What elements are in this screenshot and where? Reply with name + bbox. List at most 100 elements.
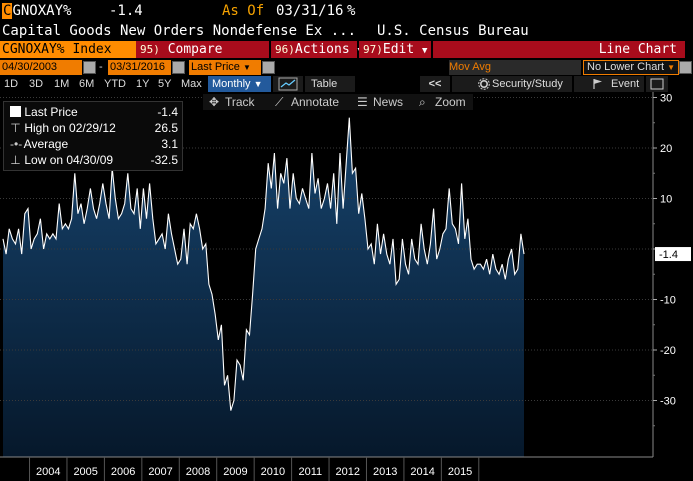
data-source: U.S. Census Bureau	[377, 23, 529, 39]
field-label: Last Price	[191, 61, 240, 73]
ticker-rest: GNOXAY%	[12, 3, 72, 19]
annotate-icon: ⟋	[275, 95, 284, 109]
last-value: -1.4	[109, 3, 143, 19]
end-date-field[interactable]: 03/31/2016	[108, 60, 171, 75]
event-button[interactable]: Event	[574, 76, 644, 92]
expand-icon	[650, 78, 664, 90]
lower-chart-grid-icon[interactable]	[679, 61, 692, 74]
x-tick-label: 2008	[186, 466, 210, 478]
compare-label: Compare	[167, 42, 223, 57]
back-button[interactable]: <<	[420, 76, 450, 92]
calendar-icon-end[interactable]	[172, 61, 185, 74]
period-1d[interactable]: 1D	[4, 78, 19, 90]
cursor-block: C	[2, 3, 13, 19]
y-tick-label: 20	[660, 143, 672, 155]
calendar-icon-start[interactable]	[83, 61, 96, 74]
event-label: Event	[611, 78, 640, 90]
actions-button[interactable]: 96)Actions ▼	[271, 41, 363, 58]
series-line	[2, 117, 525, 411]
edit-button[interactable]: 97)Edit ▼	[359, 41, 431, 58]
study-selector[interactable]: Mov Avg	[449, 60, 581, 75]
edit-number: 97)	[363, 43, 383, 56]
track-tool[interactable]: Track	[225, 95, 255, 109]
frequency-label: Monthly	[212, 78, 251, 90]
date-separator: -	[99, 61, 103, 73]
chart-legend[interactable]: Last Price -1.4 ⊤ High on 02/29/12 26.5 …	[3, 101, 183, 171]
legend-high-value: 26.5	[154, 121, 178, 135]
line-chart-icon	[278, 77, 298, 91]
high-marker-icon: ⊤	[10, 121, 21, 135]
chart-tools: ✥ Track ⟋ Annotate ☰ News ⌕ Zoom	[203, 94, 473, 110]
period-ytd[interactable]: YTD	[104, 78, 126, 90]
security-description: Capital Goods New Orders Nondefense Ex .…	[2, 23, 357, 39]
last-value-marker	[655, 247, 691, 262]
index-field[interactable]: CGNOXAY% Index	[0, 41, 136, 58]
chart-type-button[interactable]: Line Chart	[433, 41, 685, 58]
news-tool[interactable]: News	[373, 95, 404, 109]
event-flag-icon	[593, 79, 602, 89]
x-tick-label: 2005	[73, 466, 97, 478]
x-tick-label: 2007	[148, 466, 172, 478]
frequency-selector[interactable]: Monthly ▼	[208, 76, 271, 92]
period-bar: 1D 3D 1M 6M YTD 1Y 5Y Max Monthly ▼ Tabl…	[0, 76, 693, 92]
y-tick-label: -30	[660, 396, 676, 408]
x-tick-label: 2013	[373, 466, 397, 478]
percent-unit: %	[347, 3, 356, 19]
last-value-label: -1.4	[659, 249, 678, 261]
security-header: CGNOXAY% -1.4 As Of 03/31/16 %	[0, 0, 693, 22]
legend-high: ⊤ High on 02/29/12 26.5	[10, 120, 182, 136]
table-button[interactable]: Table	[305, 76, 355, 92]
period-1y[interactable]: 1Y	[136, 78, 150, 90]
expand-button[interactable]	[646, 76, 668, 92]
ticker-field[interactable]: CGNOXAY%	[2, 0, 71, 22]
period-max[interactable]: Max	[181, 78, 202, 90]
track-icon: ✥	[209, 95, 220, 109]
lower-chart-selector[interactable]: No Lower Chart ▼	[583, 60, 679, 75]
average-marker-icon: -•-	[10, 137, 23, 151]
chart-toolbar: CGNOXAY% Index 95) Compare 96)Actions ▼ …	[0, 41, 693, 58]
security-study-button[interactable]: Security/Study	[452, 76, 572, 92]
period-3d[interactable]: 3D	[29, 78, 44, 90]
series-area	[3, 117, 524, 457]
edit-dropdown-icon: ▼	[422, 46, 428, 56]
x-tick-label: 2015	[448, 466, 472, 478]
field-selector[interactable]: Last Price ▼	[189, 60, 261, 75]
x-tick-label: 2006	[111, 466, 135, 478]
period-1m[interactable]: 1M	[54, 78, 70, 90]
legend-last-price-value: -1.4	[157, 105, 178, 119]
last-price-swatch	[10, 106, 21, 117]
lower-chart-dropdown-icon: ▼	[667, 63, 676, 72]
x-tick-label: 2010	[261, 466, 285, 478]
x-tick-label: 2004	[36, 466, 60, 478]
period-5y[interactable]: 5Y	[158, 78, 172, 90]
line-chart-toggle[interactable]	[273, 76, 303, 92]
legend-low-value: -32.5	[150, 153, 178, 167]
actions-label: Actions	[294, 42, 350, 57]
study-label: Mov Avg	[449, 61, 491, 73]
y-tick-label: 10	[660, 194, 672, 206]
zoom-icon: ⌕	[419, 95, 426, 109]
x-tick-label: 2011	[298, 466, 322, 478]
y-tick-label: -10	[660, 295, 676, 307]
news-icon: ☰	[357, 95, 368, 109]
description-line: Capital Goods New Orders Nondefense Ex .…	[0, 22, 693, 40]
y-axis-panel	[653, 92, 693, 481]
legend-low-label: Low on 04/30/09	[24, 153, 114, 167]
period-6m[interactable]: 6M	[79, 78, 95, 90]
field-grid-icon[interactable]	[262, 61, 275, 74]
y-tick-label: 30	[660, 93, 672, 105]
x-tick-label: 2014	[410, 466, 434, 478]
legend-last-price-label: Last Price	[24, 105, 78, 119]
start-date-field[interactable]: 04/30/2003	[0, 60, 82, 75]
compare-number: 95)	[140, 43, 160, 56]
as-of-date: 03/31/16	[276, 3, 344, 19]
legend-average-value: 3.1	[161, 137, 178, 151]
legend-average: -•- Average 3.1	[10, 136, 182, 152]
actions-number: 96)	[275, 43, 295, 56]
legend-low: ⊥ Low on 04/30/09 -32.5	[10, 152, 182, 168]
zoom-tool[interactable]: Zoom	[435, 95, 466, 109]
compare-button[interactable]: 95) Compare	[136, 41, 269, 58]
security-study-label: Security/Study	[492, 78, 563, 90]
annotate-tool[interactable]: Annotate	[291, 95, 340, 109]
